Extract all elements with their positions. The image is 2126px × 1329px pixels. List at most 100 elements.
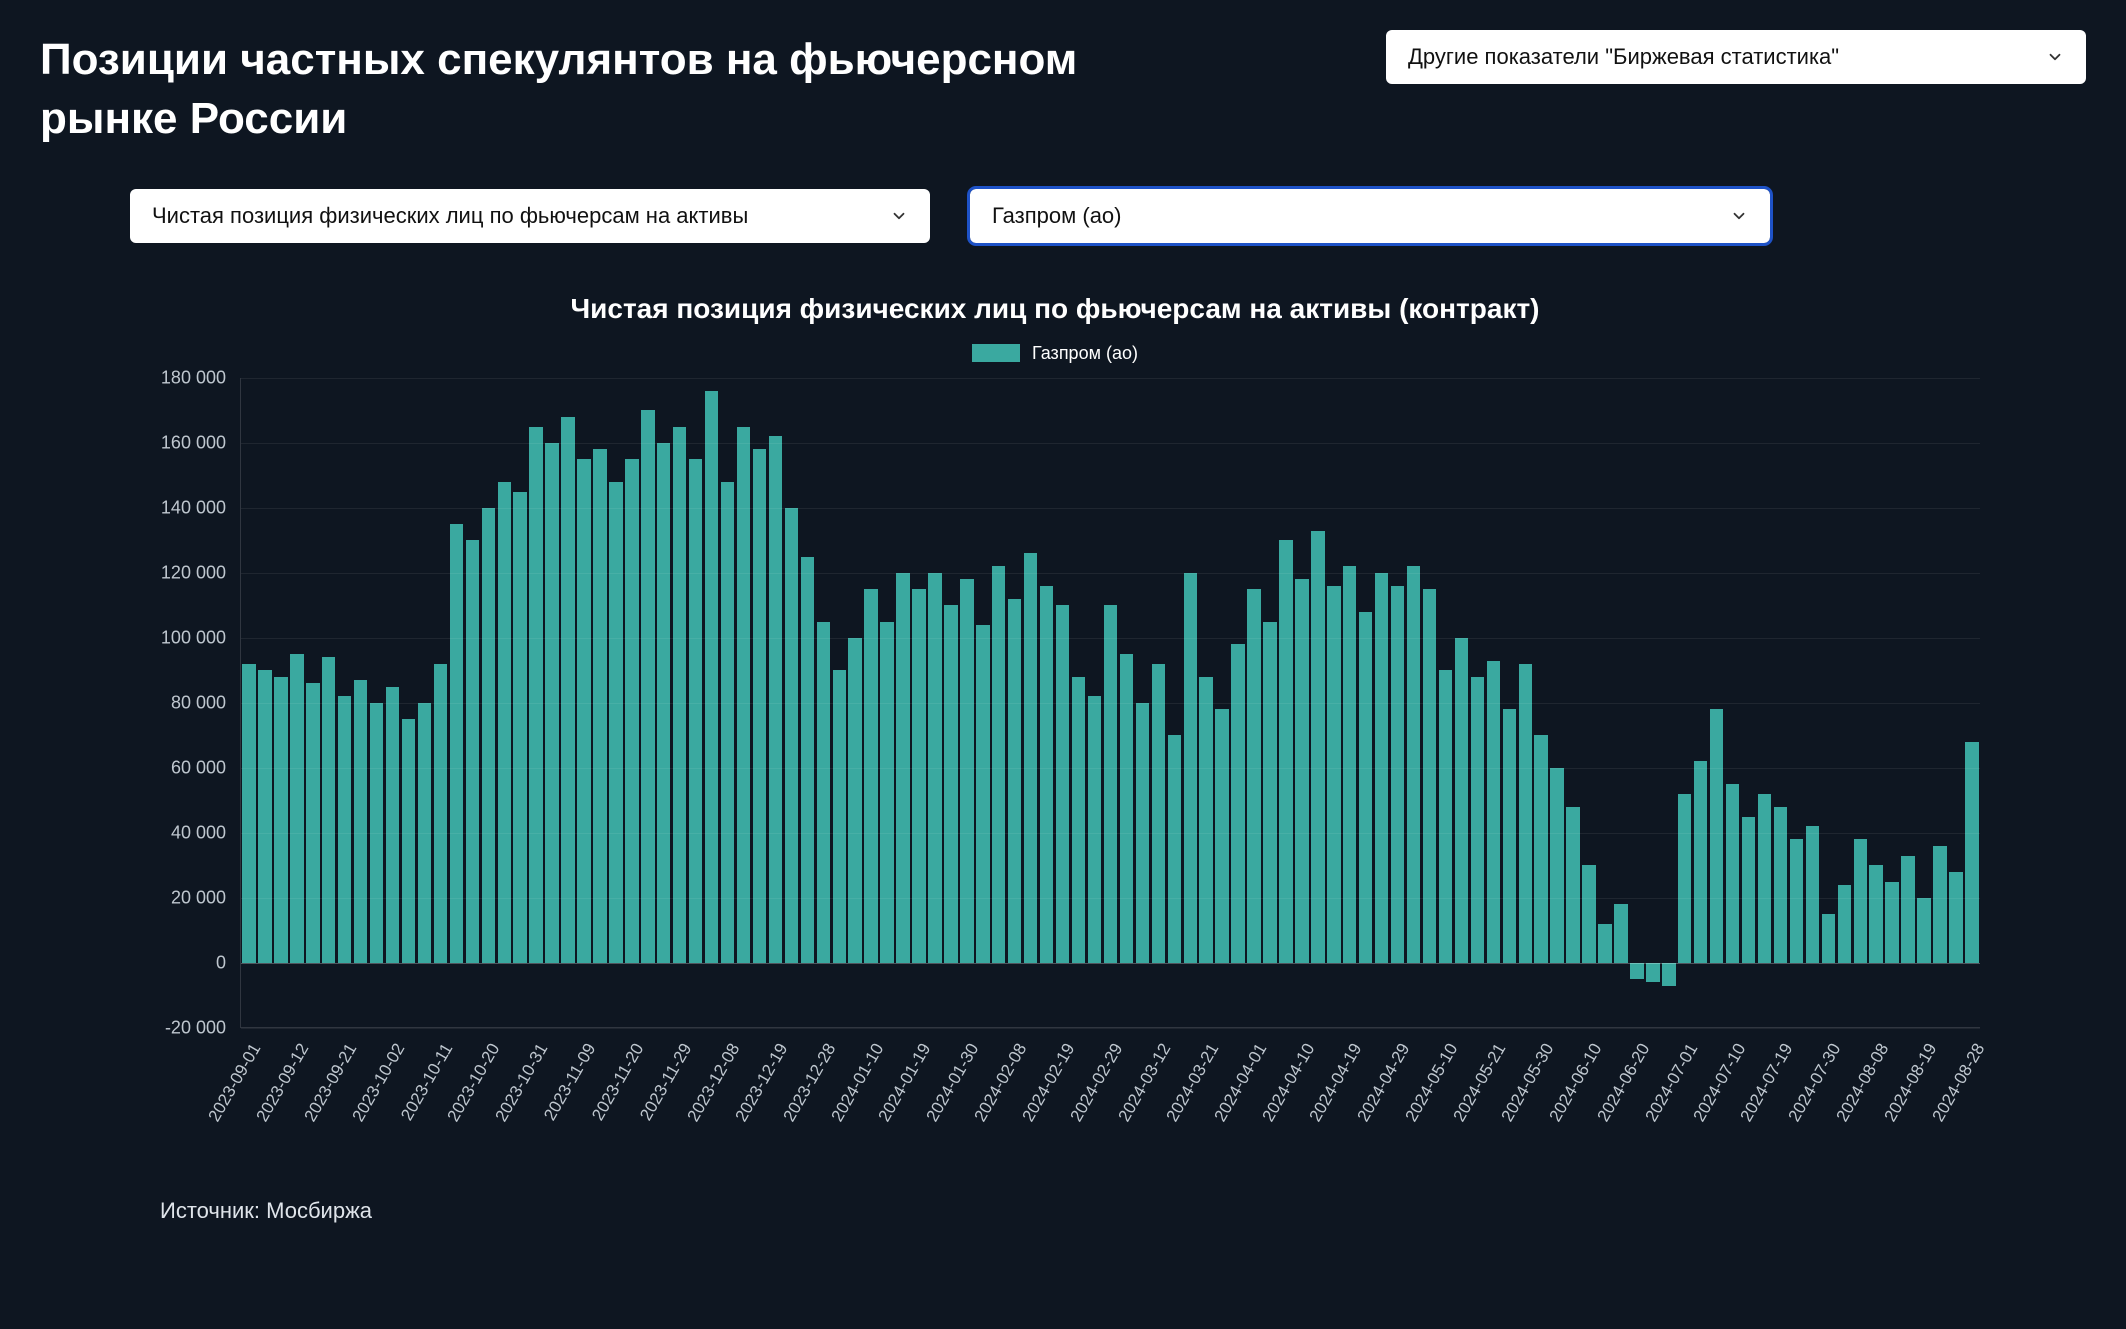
bar[interactable] [1885,882,1898,963]
bar[interactable] [1742,817,1755,963]
bar[interactable] [354,680,367,963]
bar[interactable] [1008,599,1021,963]
bar[interactable] [880,622,893,963]
bar[interactable] [992,566,1005,963]
bar[interactable] [1455,638,1468,963]
bar[interactable] [1901,856,1914,963]
bar[interactable] [386,687,399,963]
metric-dropdown-label: Чистая позиция физических лиц по фьючерс… [152,203,748,229]
bar[interactable] [1199,677,1212,963]
bar[interactable] [513,492,526,963]
bar[interactable] [864,589,877,963]
bar[interactable] [338,696,351,963]
bar[interactable] [1630,963,1643,979]
bar[interactable] [1774,807,1787,963]
bar[interactable] [1854,839,1867,963]
bar[interactable] [1566,807,1579,963]
bar[interactable] [944,605,957,963]
bar[interactable] [1343,566,1356,963]
bar[interactable] [1215,709,1228,963]
bar[interactable] [1487,661,1500,963]
bar[interactable] [1327,586,1340,963]
bar[interactable] [1519,664,1532,963]
bar[interactable] [1694,761,1707,963]
bar[interactable] [1407,566,1420,963]
bar[interactable] [817,622,830,963]
bar[interactable] [290,654,303,963]
bar[interactable] [1423,589,1436,963]
bar[interactable] [1503,709,1516,963]
bar[interactable] [1869,865,1882,963]
bar[interactable] [833,670,846,963]
bar[interactable] [1838,885,1851,963]
bar[interactable] [482,508,495,963]
bar[interactable] [1072,677,1085,963]
bar[interactable] [1247,589,1260,963]
bar[interactable] [274,677,287,963]
chart-title: Чистая позиция физических лиц по фьючерс… [130,293,1980,325]
bar[interactable] [306,683,319,963]
bar[interactable] [1582,865,1595,963]
bar[interactable] [561,417,574,963]
bar[interactable] [1662,963,1675,986]
bar[interactable] [1040,586,1053,963]
bar[interactable] [801,557,814,963]
x-axis: 2023-09-012023-09-122023-09-212023-10-02… [240,1028,1980,1188]
bar[interactable] [1024,553,1037,963]
bar[interactable] [1917,898,1930,963]
chart: Чистая позиция физических лиц по фьючерс… [130,293,1980,1188]
bar[interactable] [1359,612,1372,963]
bar[interactable] [609,482,622,963]
bar[interactable] [1710,709,1723,963]
bar[interactable] [976,625,989,963]
bar[interactable] [1088,696,1101,963]
bar[interactable] [753,449,766,963]
bar[interactable] [258,670,271,963]
bar[interactable] [593,449,606,963]
bar[interactable] [498,482,511,963]
bar[interactable] [434,664,447,963]
bar[interactable] [1152,664,1165,963]
bar[interactable] [1534,735,1547,963]
bar[interactable] [577,459,590,963]
bar[interactable] [1806,826,1819,963]
bar[interactable] [1471,677,1484,963]
bar[interactable] [1439,670,1452,963]
bar[interactable] [705,391,718,963]
bar[interactable] [721,482,734,963]
bar[interactable] [1614,904,1627,963]
bar[interactable] [1598,924,1611,963]
bar[interactable] [1822,914,1835,963]
bar[interactable] [912,589,925,963]
bar[interactable] [785,508,798,963]
bar[interactable] [242,664,255,963]
bar[interactable] [1965,742,1978,963]
bar[interactable] [1120,654,1133,963]
bar[interactable] [1168,735,1181,963]
bar[interactable] [1790,839,1803,963]
bar[interactable] [1263,622,1276,963]
asset-dropdown[interactable]: Газпром (ао) [970,189,1770,243]
bar[interactable] [848,638,861,963]
bar[interactable] [466,540,479,963]
bar[interactable] [1678,794,1691,963]
bar[interactable] [625,459,638,963]
bar[interactable] [641,410,654,963]
bar[interactable] [769,436,782,963]
bar[interactable] [1646,963,1659,983]
bar[interactable] [689,459,702,963]
bar[interactable] [402,719,415,963]
bar[interactable] [1758,794,1771,963]
bar[interactable] [1279,540,1292,963]
bar[interactable] [1949,872,1962,963]
bar[interactable] [1726,784,1739,963]
bar[interactable] [1056,605,1069,963]
bar[interactable] [1104,605,1117,963]
bar[interactable] [1391,586,1404,963]
bar[interactable] [1550,768,1563,963]
y-tick-label: 180 000 [161,367,226,388]
bar[interactable] [1933,846,1946,963]
metric-dropdown[interactable]: Чистая позиция физических лиц по фьючерс… [130,189,930,243]
bar[interactable] [1231,644,1244,963]
indicator-dropdown[interactable]: Другие показатели "Биржевая статистика" [1386,30,2086,84]
